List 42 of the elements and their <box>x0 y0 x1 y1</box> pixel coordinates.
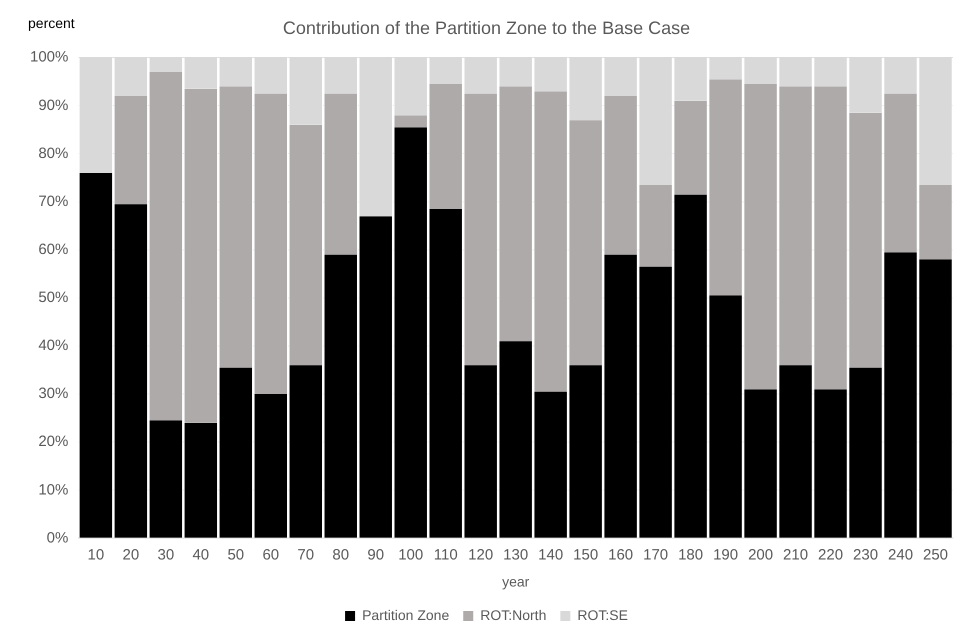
x-tick-label: 180 <box>678 546 704 564</box>
y-tick-label: 30% <box>38 385 68 402</box>
x-tick-label: 110 <box>434 546 458 564</box>
y-tick-label: 100% <box>30 48 68 66</box>
x-tick-label: 230 <box>853 546 878 564</box>
x-tick-label: 150 <box>573 546 598 564</box>
x-axis-title: year <box>502 573 530 590</box>
x-tick-label: 50 <box>227 546 244 564</box>
y-tick-label: 90% <box>38 96 68 114</box>
y-tick-label: 20% <box>38 433 68 450</box>
y-axis-title: percent <box>28 14 75 31</box>
y-tick-label: 40% <box>38 337 68 354</box>
x-tick-label: 210 <box>783 546 808 564</box>
x-tick-label: 130 <box>503 546 528 564</box>
x-tick-label: 70 <box>297 546 314 564</box>
legend-label: ROT:SE <box>577 606 628 623</box>
y-tick-label: 70% <box>38 192 68 210</box>
x-tick-label: 220 <box>818 546 844 564</box>
y-tick-label: 0% <box>46 529 68 546</box>
x-tick-label: 40 <box>192 546 210 564</box>
x-tick-label: 250 <box>922 546 948 564</box>
x-tick-label: 30 <box>157 546 174 564</box>
x-tick-label: 100 <box>398 546 424 564</box>
y-tick-label: 80% <box>38 144 68 162</box>
chart-title: Contribution of the Partition Zone to the Base Case <box>282 18 690 38</box>
x-tick-label: 200 <box>748 546 774 564</box>
x-tick-label: 190 <box>713 546 738 564</box>
x-tick-label: 20 <box>122 546 140 564</box>
x-tick-label: 170 <box>643 546 668 564</box>
x-tick-label: 60 <box>262 546 280 564</box>
x-tick-label: 10 <box>88 546 104 564</box>
x-tick-label: 90 <box>367 546 384 564</box>
legend-label: Partition Zone <box>362 606 450 623</box>
x-tick-label: 160 <box>608 546 634 564</box>
x-tick-label: 80 <box>332 546 350 564</box>
legend-label: ROT:North <box>480 606 546 623</box>
x-tick-label: 240 <box>888 546 914 564</box>
x-tick-label: 120 <box>468 546 494 564</box>
y-tick-label: 60% <box>38 240 68 258</box>
x-tick-label: 140 <box>538 546 564 564</box>
y-tick-label: 10% <box>38 481 68 498</box>
y-tick-label: 50% <box>38 289 68 306</box>
